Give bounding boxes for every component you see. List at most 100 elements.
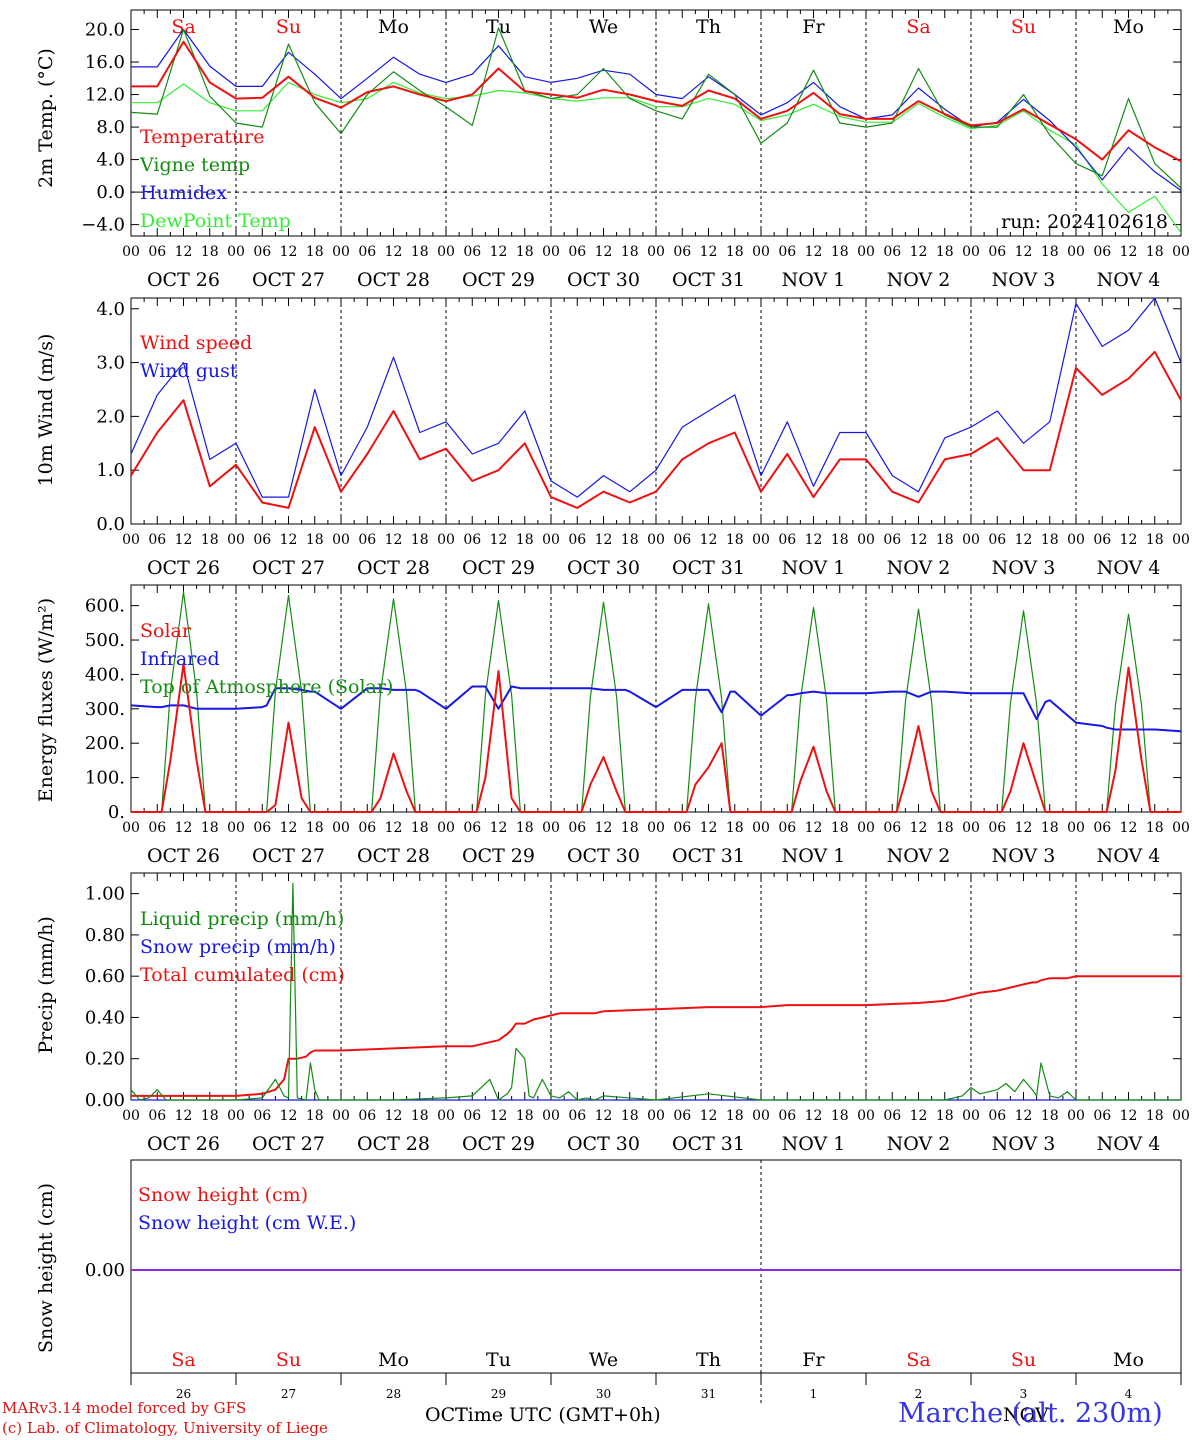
y-axis-label: 10m Wind (m/s) (35, 334, 57, 487)
hour-tick-label: 12 (490, 244, 508, 260)
hour-tick-label: 00 (332, 244, 350, 260)
hour-tick-label: 06 (1093, 1108, 1111, 1124)
weekday-label: Sa (171, 16, 195, 38)
hour-tick-label: 00 (1067, 820, 1085, 836)
date-label: OCT 27 (252, 269, 325, 291)
hour-tick-label: 18 (726, 244, 744, 260)
hour-tick-label: 00 (437, 1108, 455, 1124)
hour-tick-label: 18 (1041, 244, 1059, 260)
hour-tick-label: 18 (726, 532, 744, 548)
date-label: NOV 1 (782, 557, 846, 579)
hour-tick-label: 12 (385, 820, 403, 836)
hour-tick-label: 00 (647, 244, 665, 260)
date-label: OCT 30 (567, 845, 640, 867)
y-tick-label: 0.00 (85, 1090, 125, 1111)
hour-tick-label: 12 (595, 532, 613, 548)
hour-tick-label: 00 (227, 532, 245, 548)
y-tick-label: 4.0 (96, 299, 125, 320)
hour-tick-label: 12 (595, 1108, 613, 1124)
hour-tick-label: 18 (621, 244, 639, 260)
y-tick-label: 100. (85, 768, 125, 789)
y-tick-label: 0.00 (85, 1260, 125, 1281)
hour-tick-label: 06 (883, 1108, 901, 1124)
hour-tick-label: 18 (621, 532, 639, 548)
hour-tick-label: 06 (1093, 820, 1111, 836)
hour-tick-label: 12 (1120, 1108, 1138, 1124)
hour-tick-label: 12 (385, 1108, 403, 1124)
hour-tick-label: 00 (542, 244, 560, 260)
hour-tick-label: 06 (988, 244, 1006, 260)
hour-tick-label: 06 (148, 820, 166, 836)
date-label: OCT 26 (147, 557, 220, 579)
legend-entry: Snow height (cm W.E.) (138, 1212, 356, 1234)
date-label: NOV 2 (887, 1133, 951, 1155)
date-label: OCT 27 (252, 845, 325, 867)
date-label: OCT 29 (462, 1133, 535, 1155)
day-number-label: 31 (701, 1387, 716, 1401)
hour-tick-label: 00 (962, 532, 980, 548)
hour-tick-label: 18 (1146, 244, 1164, 260)
hour-tick-label: 12 (1015, 1108, 1033, 1124)
hour-tick-label: 00 (122, 244, 140, 260)
series-line-wind-gust (130, 297, 1182, 498)
hour-tick-label: 18 (936, 1108, 954, 1124)
hour-tick-label: 06 (253, 820, 271, 836)
hour-tick-label: 06 (778, 1108, 796, 1124)
y-tick-label: 16.0 (85, 52, 125, 73)
hour-tick-label: 00 (1067, 244, 1085, 260)
hour-tick-label: 18 (936, 532, 954, 548)
hour-tick-label: 18 (201, 532, 219, 548)
hour-tick-label: 18 (621, 820, 639, 836)
hour-tick-label: 00 (1172, 532, 1190, 548)
hour-tick-label: 06 (463, 532, 481, 548)
hour-tick-label: 12 (1015, 820, 1033, 836)
date-label: OCT 30 (567, 557, 640, 579)
legend-entry: DewPoint Temp (140, 210, 291, 232)
day-number-label: 4 (1125, 1387, 1133, 1401)
y-tick-label: 400. (85, 664, 125, 685)
hour-tick-label: 00 (437, 820, 455, 836)
hour-tick-label: 12 (805, 532, 823, 548)
hour-tick-label: 06 (568, 532, 586, 548)
hour-tick-label: 18 (726, 1108, 744, 1124)
y-axis-label: Precip (mm/h) (35, 916, 57, 1054)
y-tick-label: 0.20 (85, 1049, 125, 1070)
day-number-label: 27 (281, 1387, 296, 1401)
series-line-wind-speed (130, 350, 1182, 509)
hour-tick-label: 00 (752, 244, 770, 260)
date-label: OCT 27 (252, 557, 325, 579)
hour-tick-label: 00 (122, 532, 140, 548)
date-label: OCT 30 (567, 269, 640, 291)
hour-tick-label: 12 (700, 244, 718, 260)
hour-tick-label: 12 (1015, 532, 1033, 548)
hour-tick-label: 06 (778, 820, 796, 836)
weekday-label: Sa (171, 1349, 195, 1371)
hour-tick-label: 18 (726, 820, 744, 836)
y-axis-label: Snow height (cm) (35, 1183, 57, 1353)
hour-tick-label: 12 (595, 244, 613, 260)
legend-entry: Wind gust (140, 360, 238, 382)
legend-entry: Liquid precip (mm/h) (140, 908, 344, 930)
y-tick-label: 2.0 (96, 406, 125, 427)
date-label: NOV 3 (992, 557, 1056, 579)
y-tick-label: 8.0 (96, 117, 125, 138)
hour-tick-label: 12 (175, 532, 193, 548)
hour-tick-label: 18 (516, 532, 534, 548)
series-line-liquid-precip-mm-h- (130, 882, 1181, 1101)
y-tick-label: 0.80 (85, 925, 125, 946)
weekday-label: Fr (802, 1349, 825, 1371)
series-line-infrared (130, 685, 1182, 733)
y-tick-label: 0.40 (85, 1007, 125, 1028)
hour-tick-label: 12 (1015, 244, 1033, 260)
date-label: NOV 1 (782, 845, 846, 867)
weekday-label: Mo (378, 1349, 409, 1371)
weekday-label: Mo (1113, 16, 1144, 38)
hour-tick-label: 12 (910, 1108, 928, 1124)
weekday-label: Sa (906, 1349, 930, 1371)
hour-tick-label: 18 (1146, 820, 1164, 836)
y-tick-label: 0.0 (96, 182, 125, 203)
date-label: OCT 26 (147, 269, 220, 291)
credit-lab: (c) Lab. of Climatology, University of L… (2, 1419, 328, 1437)
legend-entry: Temperature (140, 126, 264, 148)
hour-tick-label: 18 (1041, 1108, 1059, 1124)
